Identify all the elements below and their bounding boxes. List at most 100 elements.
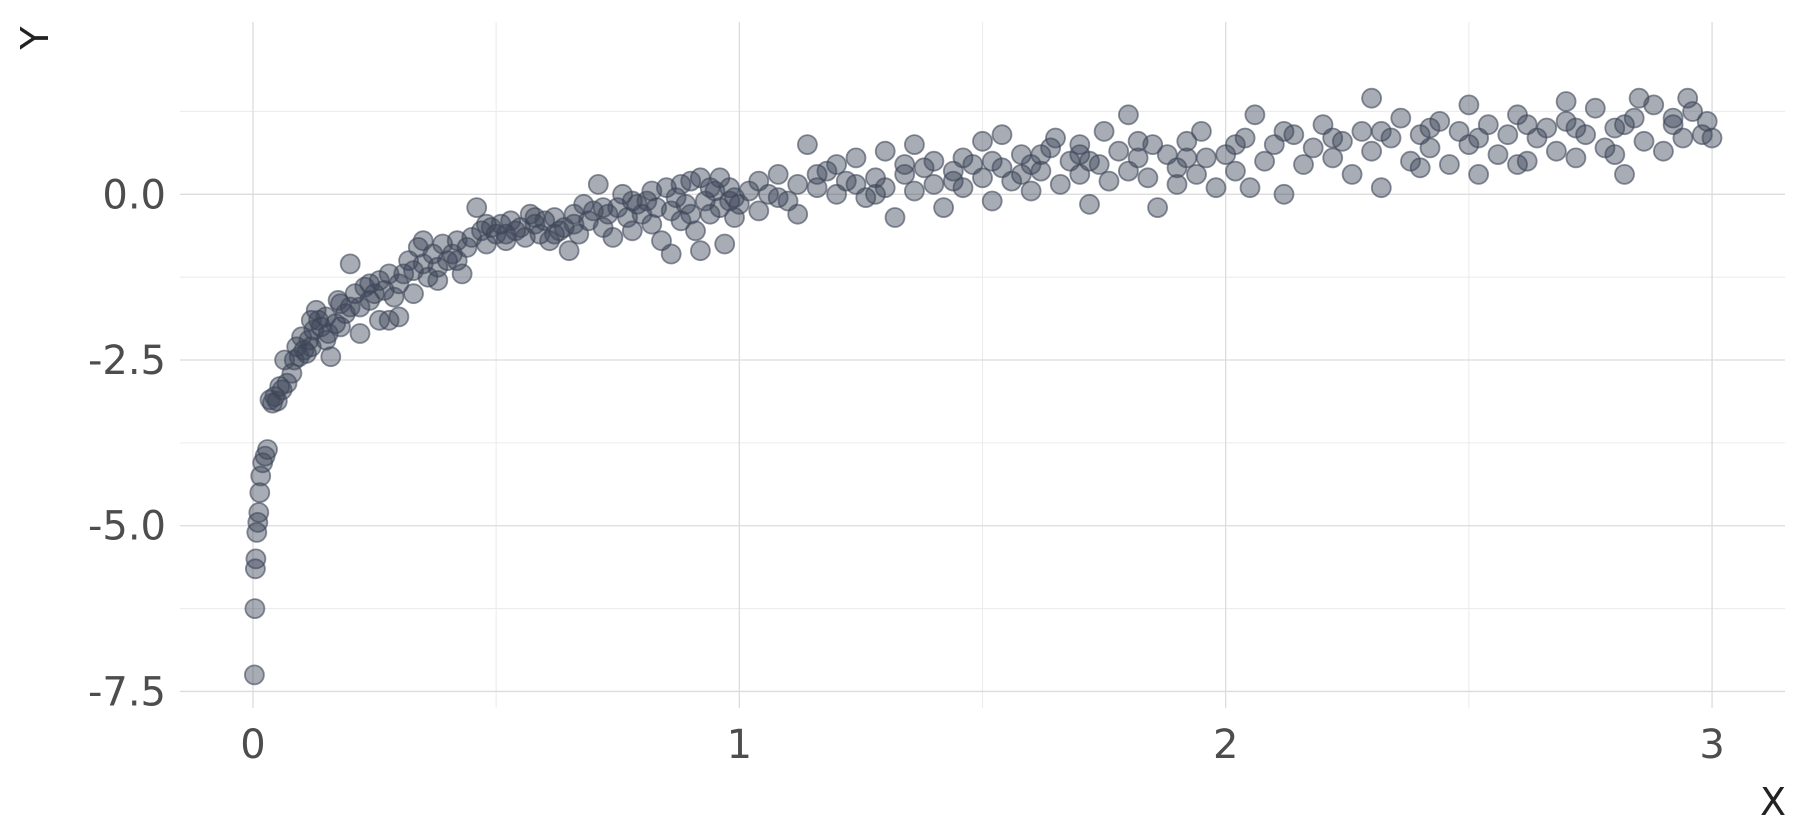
data-point: [981, 190, 1003, 212]
data-point: [1604, 144, 1626, 166]
data-point: [1628, 87, 1650, 109]
data-point: [1672, 127, 1694, 149]
data-point: [690, 167, 711, 189]
data-point: [1225, 134, 1246, 156]
data-point: [748, 200, 770, 222]
data-points: [243, 87, 1723, 686]
y-tick-label: -5.0: [88, 504, 166, 550]
data-point: [714, 233, 736, 255]
data-point: [544, 223, 565, 245]
data-point: [904, 134, 925, 156]
data-point: [894, 154, 916, 175]
data-point: [1302, 137, 1324, 159]
data-point: [1653, 140, 1674, 162]
data-point: [249, 482, 271, 504]
data-point: [767, 187, 789, 209]
data-point: [388, 306, 410, 328]
data-point: [806, 163, 828, 185]
x-tick-label: 0: [240, 722, 265, 768]
data-point: [641, 180, 663, 202]
data-point: [865, 183, 886, 205]
data-point: [315, 329, 337, 351]
data-point: [1565, 117, 1587, 139]
data-point: [675, 193, 697, 215]
data-point: [1536, 117, 1558, 139]
data-point: [1341, 163, 1363, 185]
data-point: [904, 180, 925, 202]
x-tick-label: 1: [727, 722, 752, 768]
data-point: [1696, 111, 1718, 132]
data-point: [1497, 124, 1519, 146]
data-point: [767, 163, 789, 185]
data-point: [1370, 177, 1392, 199]
data-point: [339, 253, 361, 275]
data-point: [1677, 87, 1699, 109]
data-point: [1701, 127, 1723, 149]
data-point: [1458, 94, 1480, 116]
data-point: [1555, 91, 1577, 112]
data-point: [1633, 130, 1655, 152]
data-point: [276, 372, 298, 394]
data-point: [1079, 193, 1100, 215]
data-point: [670, 173, 692, 195]
data-point: [446, 250, 468, 272]
data-point: [1186, 163, 1207, 185]
data-point: [719, 177, 740, 199]
data-point: [1127, 147, 1149, 169]
data-point: [245, 548, 267, 570]
data-point: [1487, 144, 1509, 166]
data-point: [972, 167, 993, 189]
data-point: [451, 263, 473, 285]
data-point: [412, 230, 434, 252]
data-point: [330, 293, 351, 315]
data-point: [797, 134, 818, 156]
data-point: [621, 220, 643, 242]
data-point: [248, 502, 270, 523]
data-point: [349, 323, 371, 344]
data-point: [1273, 120, 1295, 142]
data-point: [1254, 150, 1275, 172]
data-point: [300, 309, 322, 331]
data-point: [1098, 170, 1120, 192]
data-point: [1244, 104, 1266, 126]
data-point: [952, 147, 974, 169]
x-tick-label: 3: [1699, 722, 1724, 768]
data-point: [1176, 130, 1198, 152]
data-point: [1108, 140, 1130, 162]
data-point: [243, 664, 265, 686]
data-point: [845, 147, 867, 169]
data-point: [257, 439, 278, 460]
data-point: [787, 203, 809, 225]
data-point: [1137, 167, 1159, 189]
data-point: [1118, 104, 1139, 126]
data-point: [1020, 180, 1042, 202]
data-point: [660, 243, 682, 265]
data-point: [1225, 160, 1246, 182]
data-point: [1468, 163, 1489, 185]
data-point: [1205, 177, 1227, 199]
data-point: [748, 170, 770, 192]
data-point: [1195, 147, 1217, 169]
data-point: [495, 223, 517, 245]
data-point: [383, 286, 405, 308]
data-point: [787, 173, 809, 195]
data-point: [981, 150, 1003, 172]
y-axis-label: Y: [13, 26, 57, 51]
data-point: [1049, 173, 1071, 195]
data-point: [1176, 147, 1198, 169]
data-point: [621, 190, 643, 212]
data-point: [1439, 154, 1460, 175]
data-point: [602, 226, 624, 248]
data-point: [1682, 101, 1703, 122]
y-tick-label: -2.5: [88, 338, 166, 384]
data-point: [1468, 127, 1489, 149]
data-point: [680, 203, 702, 225]
data-point: [641, 213, 663, 235]
data-point: [1370, 120, 1392, 142]
data-point: [475, 213, 497, 235]
data-point: [1390, 107, 1412, 129]
data-point: [1322, 127, 1344, 149]
data-point: [1045, 127, 1066, 149]
data-point: [1361, 87, 1382, 109]
